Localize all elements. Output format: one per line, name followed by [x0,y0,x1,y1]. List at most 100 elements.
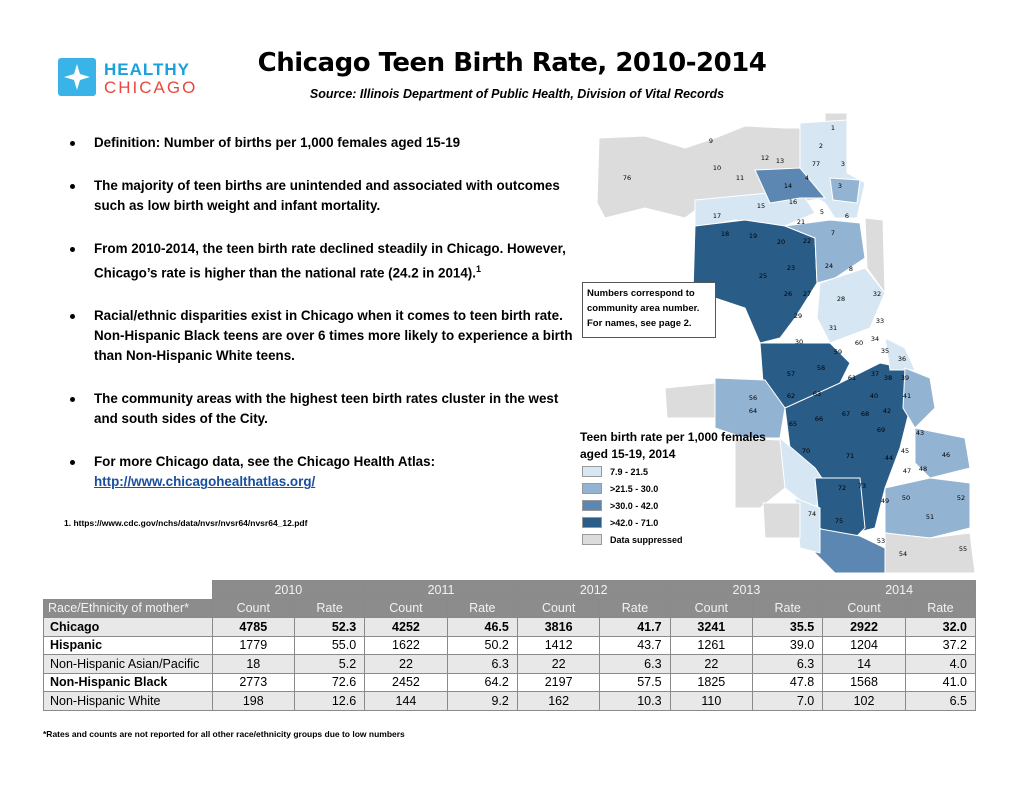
legend-item: Data suppressed [580,531,780,548]
rate-cell: 52.3 [294,617,366,637]
count-cell: 1622 [364,635,448,655]
count-cell: 144 [364,691,448,711]
count-header: Count [364,598,448,618]
legend-item: >21.5 - 30.0 [580,480,780,497]
svg-text:46: 46 [942,451,950,459]
svg-text:8: 8 [849,265,853,273]
svg-text:30: 30 [795,338,803,346]
svg-text:48: 48 [919,465,927,473]
svg-text:44: 44 [885,454,893,462]
svg-text:27: 27 [803,290,811,298]
rate-cell: 41.0 [904,672,977,692]
chicago-community-map: 2 1 77 3 12 13 4 14 3 9 10 11 76 17 15 1… [596,112,976,574]
count-cell: 3816 [516,617,601,637]
svg-text:14: 14 [784,182,792,190]
rate-header: Rate [294,598,366,618]
legend-item: >30.0 - 42.0 [580,497,780,514]
rate-cell: 7.0 [752,691,824,711]
logo-text-healthy: HEALTHY [104,60,191,79]
svg-text:43: 43 [916,429,924,437]
svg-text:28: 28 [837,295,845,303]
svg-text:24: 24 [825,262,833,270]
count-header: Count [669,598,754,618]
map-legend: Teen birth rate per 1,000 females aged 1… [580,429,780,548]
count-cell: 1825 [669,672,754,692]
svg-text:12: 12 [761,154,769,162]
svg-text:4: 4 [805,174,809,182]
svg-text:63: 63 [813,390,821,398]
svg-text:45: 45 [901,447,909,455]
rate-cell: 72.6 [294,672,366,692]
svg-text:74: 74 [808,510,816,518]
svg-text:42: 42 [883,407,891,415]
svg-text:55: 55 [959,545,967,553]
svg-text:61: 61 [848,374,856,382]
bullet-item: The majority of teen births are unintend… [64,176,574,216]
footnote-ref: 1 [476,264,482,274]
svg-text:36: 36 [898,355,906,363]
svg-text:66: 66 [815,415,823,423]
rate-cell: 4.0 [904,654,977,674]
year-header: 2010 [211,580,366,600]
table-row: Chicago 4785 52.3 4252 46.5 3816 41.7 32… [43,617,977,637]
rate-header: Rate [752,598,824,618]
year-header: 2013 [669,580,824,600]
atlas-link[interactable]: http://www.chicagohealthatlas.org/ [94,474,316,490]
count-header: Count [211,598,296,618]
svg-text:32: 32 [873,290,881,298]
svg-text:57: 57 [787,370,795,378]
rate-cell: 41.7 [599,617,671,637]
svg-text:50: 50 [902,494,910,502]
svg-text:77: 77 [812,160,820,168]
rate-cell: 43.7 [599,635,671,655]
svg-text:62: 62 [787,392,795,400]
svg-text:15: 15 [757,202,765,210]
svg-text:73: 73 [858,482,866,490]
svg-text:2: 2 [819,142,823,150]
svg-text:59: 59 [834,348,842,356]
year-header: 2012 [516,580,671,600]
legend-item: 7.9 - 21.5 [580,463,780,480]
count-cell: 4785 [211,617,296,637]
svg-text:19: 19 [749,232,757,240]
table-row: Non-Hispanic Black 2773 72.6 2452 64.2 2… [43,672,977,692]
rate-cell: 6.3 [446,654,518,674]
count-cell: 4252 [364,617,448,637]
rate-cell: 35.5 [752,617,824,637]
rate-cell: 46.5 [446,617,518,637]
rate-cell: 57.5 [599,672,671,692]
row-label: Chicago [43,617,213,637]
rate-cell: 32.0 [904,617,977,637]
svg-text:20: 20 [777,238,785,246]
svg-text:47: 47 [903,467,911,475]
legend-swatch [582,500,602,511]
bullet-item: Racial/ethnic disparities exist in Chica… [64,306,574,366]
svg-text:51: 51 [926,513,934,521]
row-label: Non-Hispanic Asian/Pacific [43,654,213,674]
count-cell: 198 [211,691,296,711]
svg-text:22: 22 [803,237,811,245]
svg-text:9: 9 [709,137,713,145]
svg-text:49: 49 [881,497,889,505]
count-cell: 1779 [211,635,296,655]
row-label: Non-Hispanic White [43,691,213,711]
svg-text:54: 54 [899,550,907,558]
row-header-label: Race/Ethnicity of mother* [43,598,213,618]
svg-text:69: 69 [877,426,885,434]
svg-text:3: 3 [841,160,845,168]
healthy-chicago-logo: HEALTHY CHICAGO [58,58,198,98]
count-cell: 22 [516,654,601,674]
svg-text:35: 35 [881,347,889,355]
year-header: 2014 [822,580,976,600]
year-header: 2011 [364,580,518,600]
svg-text:33: 33 [876,317,884,325]
rate-cell: 37.2 [904,635,977,655]
svg-text:68: 68 [861,410,869,418]
rate-cell: 10.3 [599,691,671,711]
bullet-item: Definition: Number of births per 1,000 f… [64,133,574,153]
svg-text:71: 71 [846,452,854,460]
svg-text:53: 53 [877,537,885,545]
svg-text:41: 41 [903,392,911,400]
star-logo-icon [58,58,96,96]
svg-text:29: 29 [794,312,802,320]
